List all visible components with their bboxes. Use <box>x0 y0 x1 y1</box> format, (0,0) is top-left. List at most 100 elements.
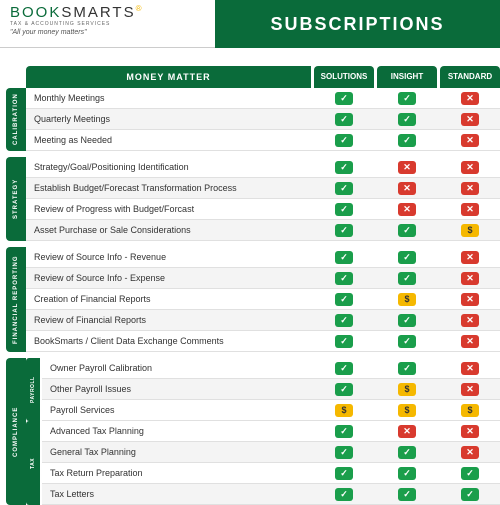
col-plan1: SOLUTIONS <box>314 66 374 88</box>
feature-label: Payroll Services <box>42 405 311 415</box>
dollar-icon: $ <box>461 404 479 417</box>
plan-cell: ✕ <box>440 272 500 285</box>
plan-cell: ✓ <box>314 203 374 216</box>
check-icon: ✓ <box>335 251 353 264</box>
table-row: Owner Payroll Calibration✓✓✕ <box>42 358 500 379</box>
check-icon: ✓ <box>335 182 353 195</box>
check-icon: ✓ <box>398 113 416 126</box>
cross-icon: ✕ <box>398 425 416 438</box>
table-row: Meeting as Needed✓✓✕ <box>26 130 500 151</box>
check-icon: ✓ <box>335 446 353 459</box>
plan-cell: ✕ <box>440 203 500 216</box>
section-label: FINANCIAL REPORTING <box>6 247 26 352</box>
feature-label: Strategy/Goal/Positioning Identification <box>26 162 311 172</box>
plan-cell: ✓ <box>440 467 500 480</box>
check-icon: ✓ <box>335 161 353 174</box>
cross-icon: ✕ <box>461 203 479 216</box>
cross-icon: ✕ <box>461 182 479 195</box>
dollar-icon: $ <box>398 383 416 396</box>
section-body: Strategy/Goal/Positioning Identification… <box>26 157 500 241</box>
table-row: Tax Letters✓✓✓ <box>42 484 500 505</box>
plan-cell: ✓ <box>314 446 374 459</box>
check-icon: ✓ <box>335 224 353 237</box>
plan-cell: ✓ <box>314 362 374 375</box>
feature-label: Quarterly Meetings <box>26 114 311 124</box>
plan-cell: $ <box>377 293 437 306</box>
check-icon: ✓ <box>398 467 416 480</box>
page-title: SUBSCRIPTIONS <box>215 0 500 48</box>
table-row: BookSmarts / Client Data Exchange Commen… <box>26 331 500 352</box>
feature-label: Meeting as Needed <box>26 135 311 145</box>
plan-cell: $ <box>314 404 374 417</box>
check-icon: ✓ <box>335 92 353 105</box>
feature-label: Tax Letters <box>42 489 311 499</box>
plan-cell: ✕ <box>377 182 437 195</box>
plan-cell: ✕ <box>440 113 500 126</box>
plan-cell: ✓ <box>314 314 374 327</box>
plan-cell: ✓ <box>314 425 374 438</box>
section-body: PAYROLLOwner Payroll Calibration✓✓✕Other… <box>26 358 500 505</box>
table-row: Quarterly Meetings ✓ ✓ ✕ <box>26 109 500 130</box>
cross-icon: ✕ <box>461 335 479 348</box>
feature-label: Review of Progress with Budget/Forcast <box>26 204 311 214</box>
nested-label: PAYROLL <box>26 358 40 421</box>
dollar-icon: $ <box>335 404 353 417</box>
nested-body: Owner Payroll Calibration✓✓✕Other Payrol… <box>42 358 500 421</box>
plan-cell: ✓ <box>314 272 374 285</box>
plan-cell: ✓ <box>314 467 374 480</box>
feature-label: Tax Return Preparation <box>42 468 311 478</box>
plan-cell: ✓ <box>314 113 374 126</box>
cross-icon: ✕ <box>461 314 479 327</box>
check-icon: ✓ <box>335 113 353 126</box>
section-label: COMPLIANCE <box>6 358 26 505</box>
table-row: Asset Purchase or Sale Considerations✓✓$ <box>26 220 500 241</box>
plan-cell: ✕ <box>440 92 500 105</box>
plan-cell: ✕ <box>440 293 500 306</box>
cross-icon: ✕ <box>461 362 479 375</box>
plan-cell: $ <box>377 383 437 396</box>
plan-cell: ✓ <box>314 488 374 501</box>
table-row: Strategy/Goal/Positioning Identification… <box>26 157 500 178</box>
plan-cell: ✓ <box>377 467 437 480</box>
feature-label: Other Payroll Issues <box>42 384 311 394</box>
table-row: General Tax Planning✓✓✕ <box>42 442 500 463</box>
nested-body: Advanced Tax Planning✓✕✕General Tax Plan… <box>42 421 500 505</box>
plan-cell: ✕ <box>440 161 500 174</box>
section: STRATEGYStrategy/Goal/Positioning Identi… <box>6 157 500 241</box>
cross-icon: ✕ <box>461 425 479 438</box>
check-icon: ✓ <box>335 362 353 375</box>
dollar-icon: $ <box>398 293 416 306</box>
plan-cell: ✕ <box>377 425 437 438</box>
logo-word-a: BOOK <box>10 4 61 21</box>
plan-cell: ✓ <box>377 488 437 501</box>
plan-cell: ✓ <box>314 224 374 237</box>
check-icon: ✓ <box>335 314 353 327</box>
plan-cell: ✓ <box>314 383 374 396</box>
plan-cell: ✕ <box>440 446 500 459</box>
plan-cell: ✕ <box>440 314 500 327</box>
table-row: Review of Progress with Budget/Forcast✓ ✕… <box>26 199 500 220</box>
plan-cell: ✓ <box>377 134 437 147</box>
table-row: Review of Source Info - Revenue✓✓✕ <box>26 247 500 268</box>
plan-cell: ✕ <box>440 425 500 438</box>
plan-cell: ✕ <box>440 251 500 264</box>
plan-cell: ✕ <box>440 134 500 147</box>
col-plan3: STANDARD <box>440 66 500 88</box>
feature-label: Owner Payroll Calibration <box>42 363 311 373</box>
section-label: CALIBRATION <box>6 88 26 151</box>
cross-icon: ✕ <box>398 203 416 216</box>
check-icon: ✓ <box>398 488 416 501</box>
check-icon: ✓ <box>398 314 416 327</box>
table-row: Monthly Meetings✓✓✕ <box>26 88 500 109</box>
cross-icon: ✕ <box>461 272 479 285</box>
table-row: Payroll Services$$$ <box>42 400 500 421</box>
logo-subtitle: TAX & ACCOUNTING SERVICES <box>10 21 205 27</box>
plan-cell: $ <box>440 404 500 417</box>
plan-cell: ✓ <box>377 251 437 264</box>
cross-icon: ✕ <box>461 113 479 126</box>
col-feature: MONEY MATTER <box>26 66 311 88</box>
check-icon: ✓ <box>335 293 353 306</box>
dollar-icon: $ <box>461 224 479 237</box>
plan-cell: ✓ <box>314 92 374 105</box>
check-icon: ✓ <box>398 224 416 237</box>
